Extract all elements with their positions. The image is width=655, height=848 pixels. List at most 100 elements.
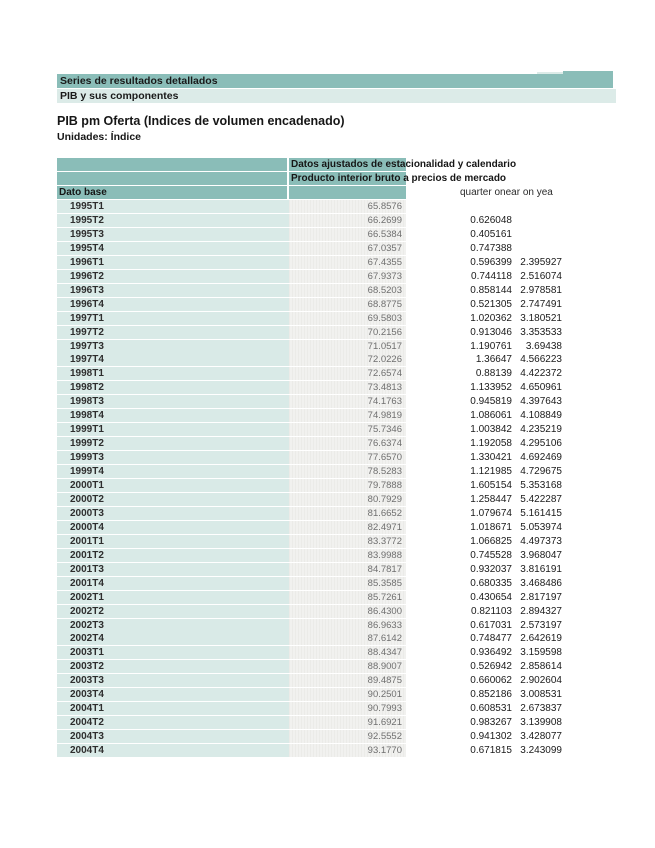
- row-yoy-value: 2.747491: [520, 298, 562, 310]
- row-qoq-value: 0.660062: [470, 675, 512, 687]
- row-quarter-label: 2000T4: [57, 520, 300, 534]
- row-index-value: 72.6574: [289, 367, 406, 381]
- row-yoy-value: 2.817197: [520, 591, 562, 603]
- row-quarter-label: 2003T4: [57, 688, 300, 702]
- row-yoy-value: 2.902604: [520, 675, 562, 687]
- row-quarter-label: 1999T2: [57, 437, 300, 451]
- row-qoq-value: 1.003842: [470, 424, 512, 436]
- row-index-value: 88.9007: [289, 660, 406, 674]
- row-quarter-label: 1998T2: [57, 381, 300, 395]
- row-quarter-label: 2004T4: [57, 744, 300, 758]
- row-yoy-value: 4.729675: [520, 466, 562, 478]
- row-yoy-value: 2.673837: [520, 703, 562, 715]
- row-qoq-value: 0.608531: [470, 703, 512, 715]
- row-yoy-value: 3.816191: [520, 563, 562, 575]
- row-quarter-label: 2000T3: [57, 506, 300, 520]
- row-yoy-value: 4.108849: [520, 410, 562, 422]
- clipped-column-headers: quarter on ear on yea: [460, 186, 553, 199]
- row-qoq-value: 1.605154: [470, 480, 512, 491]
- row-index-value: 68.5203: [289, 283, 406, 297]
- row-qoq-value: 1.192058: [470, 438, 512, 450]
- row-index-value: 91.6921: [289, 716, 406, 730]
- band-right-segment: [563, 71, 613, 88]
- row-index-value: 85.7261: [289, 590, 406, 604]
- row-yoy-value: 2.395927: [520, 256, 562, 268]
- row-yoy-value: 3.468486: [520, 577, 562, 589]
- row-quarter-label: 2000T1: [57, 479, 300, 492]
- row-yoy-value: 5.353168: [520, 480, 562, 491]
- row-index-value: 66.2699: [289, 213, 406, 227]
- row-quarter-label: 2001T4: [57, 576, 300, 590]
- row-qoq-value: 0.983267: [470, 717, 512, 729]
- row-yoy-value: 3.180521: [520, 312, 562, 324]
- row-quarter-label: 2002T1: [57, 590, 300, 604]
- row-index-value: 74.9819: [289, 409, 406, 423]
- row-quarter-label: 2002T4: [57, 632, 300, 646]
- header-cell-empty-1: [57, 158, 287, 171]
- row-quarter-label: 1998T1: [57, 367, 300, 381]
- row-quarter-label: 1999T3: [57, 451, 300, 465]
- row-qoq-value: 0.936492: [470, 647, 512, 659]
- units-label: Unidades: Índice: [57, 131, 142, 143]
- row-quarter-label: 1995T1: [57, 200, 300, 213]
- row-index-value: 81.6652: [289, 506, 406, 520]
- row-qoq-value: 0.913046: [470, 326, 512, 338]
- row-yoy-value: 4.692469: [520, 452, 562, 464]
- row-quarter-label: 1998T3: [57, 395, 300, 409]
- row-qoq-value: 0.747388: [470, 242, 512, 254]
- row-quarter-label: 1997T1: [57, 311, 300, 325]
- row-yoy-value: 4.650961: [520, 382, 562, 394]
- row-yoy-value: 4.566223: [520, 354, 562, 366]
- row-index-value: 66.5384: [289, 227, 406, 241]
- row-qoq-value: 0.596399: [470, 256, 512, 268]
- header-cell-group-1: [289, 158, 406, 171]
- row-qoq-value: 0.941302: [470, 731, 512, 743]
- row-yoy-value: 3.008531: [520, 689, 562, 701]
- row-yoy-value: 3.69438: [525, 340, 562, 352]
- row-qoq-value: 0.821103: [471, 605, 512, 617]
- row-quarter-label: 1997T3: [57, 339, 300, 353]
- row-index-value: 76.6374: [289, 437, 406, 451]
- row-qoq-value: 0.526942: [470, 661, 512, 673]
- header-cell-group-2: [289, 172, 406, 185]
- row-yoy-value: 4.497373: [520, 535, 562, 547]
- row-qoq-value: 0.945819: [470, 396, 512, 408]
- row-qoq-value: 0.932037: [470, 563, 512, 575]
- row-quarter-label: 2002T2: [57, 604, 300, 618]
- row-yoy-value: 3.428077: [520, 731, 562, 743]
- row-index-value: 82.4971: [289, 520, 406, 534]
- row-yoy-value: 2.573197: [520, 619, 562, 631]
- row-index-value: 65.8576: [289, 200, 406, 213]
- row-qoq-value: 0.617031: [470, 619, 512, 631]
- row-yoy-value: 3.353533: [520, 326, 562, 338]
- row-yoy-value: 5.422287: [520, 493, 562, 505]
- row-yoy-value: 2.516074: [520, 270, 562, 282]
- row-quarter-label: 1996T1: [57, 255, 300, 269]
- row-yoy-value: 5.053974: [520, 521, 562, 533]
- row-qoq-value: 0.680335: [470, 577, 512, 589]
- row-index-value: 84.7817: [289, 562, 406, 576]
- section-band-title: Series de resultados detallados: [57, 74, 566, 88]
- row-index-value: 90.2501: [289, 688, 406, 702]
- row-qoq-value: 1.121985: [470, 466, 512, 478]
- row-index-value: 78.5283: [289, 465, 406, 479]
- row-qoq-value: 1.190761: [470, 340, 512, 352]
- column-group-title: Datos ajustados de estacionalidad y cale…: [291, 159, 517, 170]
- header-cell-empty-3: [289, 186, 406, 199]
- row-yoy-value: 3.243099: [520, 745, 562, 757]
- row-quarter-label: 2004T2: [57, 716, 300, 730]
- row-index-value: 71.0517: [289, 339, 406, 353]
- row-quarter-label: 1995T4: [57, 241, 300, 255]
- row-qoq-value: 0.745528: [470, 549, 512, 561]
- row-index-value: 86.9633: [289, 618, 406, 632]
- row-qoq-value: 1.086061: [470, 410, 512, 422]
- page-title: PIB pm Oferta (Indices de volumen encade…: [57, 114, 345, 128]
- row-qoq-value: 0.88139: [475, 368, 512, 380]
- row-index-value: 70.2156: [289, 325, 406, 339]
- row-quarter-label: 1998T4: [57, 409, 300, 423]
- row-index-value: 92.5552: [289, 730, 406, 744]
- row-qoq-value: 1.36647: [475, 354, 512, 366]
- row-quarter-label: 1997T2: [57, 325, 300, 339]
- row-quarter-label: 2004T1: [57, 702, 300, 716]
- dato-base-label: Dato base: [59, 187, 107, 198]
